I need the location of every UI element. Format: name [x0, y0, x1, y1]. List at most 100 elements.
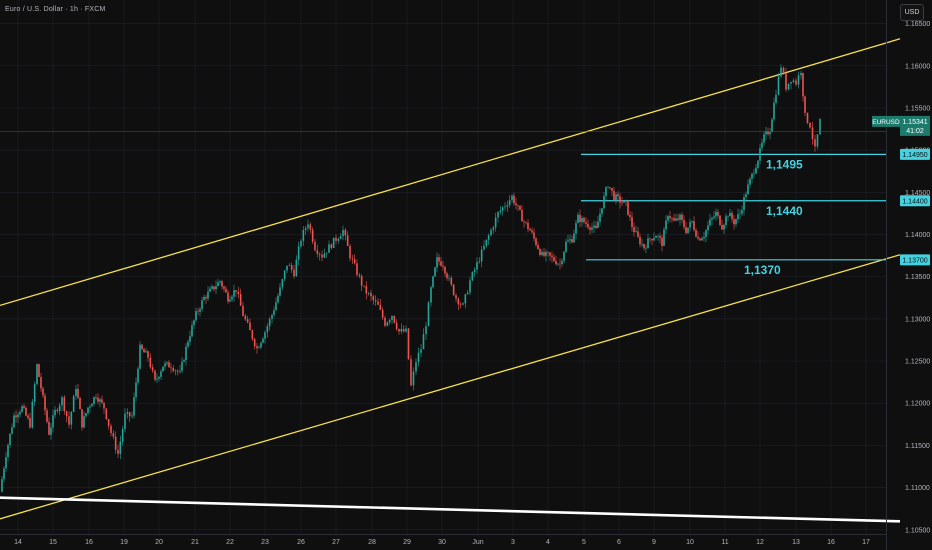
candle-body [587, 223, 589, 228]
candle-body [400, 328, 403, 332]
candle-body [731, 212, 733, 220]
candle-body [478, 261, 481, 263]
time-axis[interactable]: 14 15 16 19 20 21 22 23 26 27 28 29 30 Jun 3 4 5 6 9 10 11 12… [14, 539, 870, 546]
candle-body [425, 326, 427, 335]
candle-body [262, 338, 264, 343]
candle-body [655, 236, 657, 238]
channel-upper[interactable] [0, 38, 901, 307]
candle-body [611, 188, 613, 191]
candle-body [199, 309, 201, 312]
candle-body [749, 178, 751, 185]
time-tick-label: 11 [721, 539, 728, 546]
candle-body [395, 322, 398, 329]
candle-body [635, 231, 637, 233]
channel-lower[interactable] [0, 254, 901, 520]
candle-body [114, 436, 117, 450]
candle-body [407, 328, 410, 360]
candle-body [126, 412, 129, 414]
candle-body [619, 196, 621, 203]
candle-body [804, 96, 806, 113]
long-term-trendline[interactable] [0, 496, 901, 523]
candle-body [99, 399, 101, 402]
candle-body [195, 311, 197, 321]
candle-body [506, 205, 509, 207]
candle-body [311, 229, 314, 242]
currency-button[interactable]: USD [900, 4, 924, 21]
candle-body [271, 314, 273, 319]
candle-body [27, 415, 29, 419]
candle-body [603, 195, 605, 209]
candle-body [295, 259, 298, 277]
candle-body [541, 252, 543, 255]
candle-body [430, 287, 432, 303]
candle-body [44, 395, 46, 411]
time-tick-label: Jun [472, 539, 483, 546]
candle-body [434, 267, 436, 277]
candle-body [797, 75, 800, 85]
candle-body [205, 296, 207, 299]
candle-body [621, 202, 623, 204]
candle-body [170, 367, 172, 369]
candle-body [581, 218, 583, 223]
candle-body [721, 225, 723, 230]
time-tick-label: 16 [85, 539, 93, 546]
candle-body [547, 251, 549, 253]
price-tick-label: 1.13500 [905, 274, 930, 281]
candle-body [273, 310, 275, 315]
candle-body [377, 301, 379, 305]
candle-body [709, 219, 711, 226]
candle-body [9, 433, 11, 446]
candle-body [551, 255, 553, 258]
price-tick-label: 1.15500 [905, 105, 930, 112]
chart-grid [0, 0, 886, 534]
candle-body [25, 407, 27, 416]
price-axis[interactable]: 1.10500 1.11000 1.11500 1.12000 1.12500 1.130… [905, 21, 930, 534]
candle-body [158, 376, 160, 379]
candle-body [143, 349, 145, 353]
level-label: 1,1495 [766, 157, 803, 171]
candle-body [633, 227, 635, 233]
candle-body [256, 346, 258, 349]
candle-body [356, 263, 358, 275]
candle-body [15, 415, 17, 418]
candle-body [353, 259, 356, 264]
candle-body [246, 319, 249, 323]
candle-body [160, 371, 162, 377]
candle-body [792, 80, 795, 82]
time-tick-label: 16 [827, 539, 835, 546]
candle-body [251, 330, 254, 340]
candle-body [563, 251, 565, 261]
candle-body [573, 233, 575, 243]
candle-body [490, 229, 492, 236]
candle-body [675, 218, 677, 221]
time-tick-label: 27 [332, 539, 340, 546]
candles [1, 64, 821, 493]
candle-body [617, 194, 619, 197]
candle-body [471, 272, 474, 281]
candle-body [671, 218, 673, 219]
candle-body [40, 376, 42, 389]
candle-body [567, 240, 569, 242]
candle-body [446, 273, 448, 279]
candle-body [787, 83, 790, 90]
time-tick-label: 28 [368, 539, 376, 546]
level-axis-tag [900, 195, 930, 207]
candle-body [432, 276, 434, 288]
candle-body [669, 216, 671, 219]
candle-body [48, 421, 50, 435]
candle-body [393, 315, 396, 323]
candle-body [70, 411, 73, 425]
candle-body [422, 334, 425, 350]
candle-body [673, 218, 675, 221]
candle-body [525, 222, 527, 223]
candle-body [661, 237, 663, 246]
candle-body [135, 382, 137, 398]
candle-body [747, 184, 749, 195]
candle-body [309, 224, 312, 230]
candle-body [207, 291, 209, 299]
candle-body [63, 397, 66, 412]
candle-body [643, 243, 645, 249]
candle-body [54, 409, 56, 416]
time-tick-label: 6 [617, 539, 621, 546]
